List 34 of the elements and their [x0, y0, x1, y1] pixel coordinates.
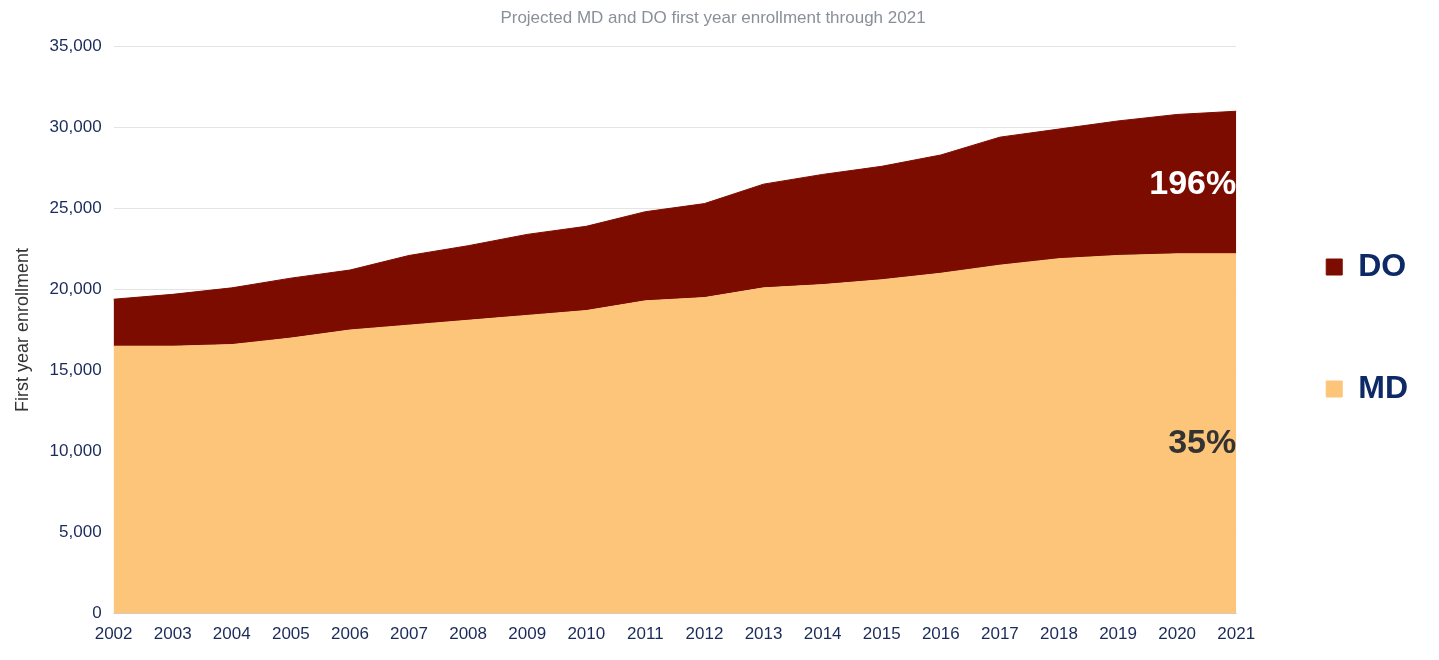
y-tick-label: 0: [92, 603, 102, 623]
x-tick-label: 2009: [508, 624, 547, 644]
y-tick-label: 30,000: [49, 117, 102, 137]
y-tick-label: 35,000: [49, 36, 102, 56]
x-tick-label: 2017: [980, 624, 1019, 644]
y-tick-label: 5,000: [59, 522, 102, 542]
x-tick-label: 2019: [1099, 624, 1137, 644]
annotation: 196%: [1149, 162, 1237, 201]
chart-title: Projected MD and DO first year enrollment through 2021: [500, 7, 926, 27]
x-tick-label: 2013: [744, 624, 783, 644]
x-tick-label: 2018: [1040, 624, 1078, 644]
x-tick-label: 2007: [390, 624, 428, 644]
y-tick-label: 15,000: [49, 360, 102, 380]
x-tick-label: 2020: [1158, 624, 1197, 644]
y-tick-label: 20,000: [49, 279, 102, 299]
legend-label: DO: [1358, 246, 1407, 283]
x-tick-label: 2021: [1217, 624, 1256, 644]
x-tick-label: 2003: [153, 624, 192, 644]
x-tick-label: 2012: [685, 624, 724, 644]
legend-label: MD: [1358, 368, 1408, 405]
y-axis-title: First year enrollment: [11, 247, 32, 413]
x-tick-label: 2005: [271, 624, 310, 644]
x-tick-label: 2006: [331, 624, 369, 644]
annotation: 35%: [1168, 421, 1237, 460]
x-tick-label: 2004: [212, 624, 251, 644]
x-tick-label: 2008: [449, 624, 488, 644]
y-tick-label: 10,000: [49, 441, 102, 461]
y-tick-label: 25,000: [49, 198, 102, 218]
x-tick-label: 2010: [567, 624, 606, 644]
x-tick-label: 2011: [627, 624, 664, 644]
x-tick-label: 2016: [921, 624, 960, 644]
x-tick-label: 2015: [862, 624, 901, 644]
x-tick-label: 2002: [94, 624, 133, 644]
x-tick-label: 2014: [803, 624, 842, 644]
